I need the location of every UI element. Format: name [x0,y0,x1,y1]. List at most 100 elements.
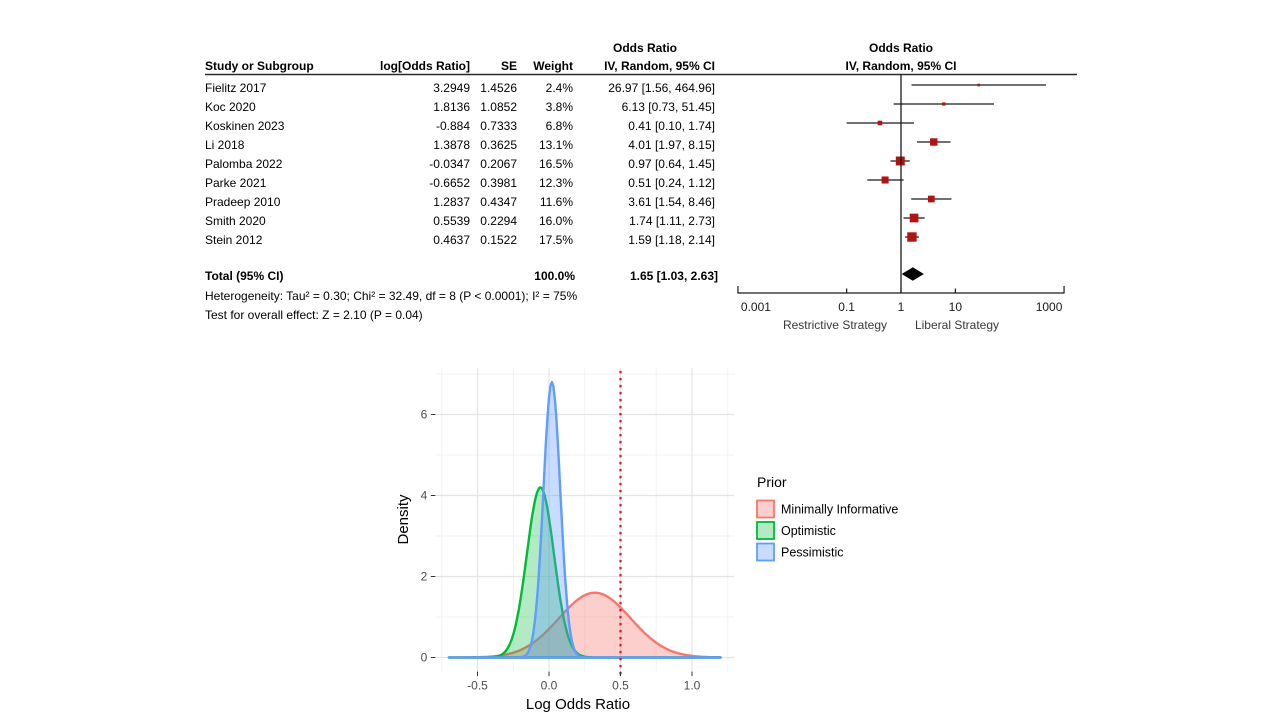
cell-se: 0.3625 [480,138,517,152]
cell-weight: 16.0% [539,214,573,228]
cell-study: Li 2018 [205,138,245,152]
x-tick-label: 1.0 [684,679,701,693]
cell-se: 0.3981 [480,176,517,190]
forest-axis-tick-label: 10 [949,300,963,314]
cell-ci: 4.01 [1.97, 8.15] [628,138,715,152]
cell-logor: -0.6652 [429,176,470,190]
cell-logor: 1.2837 [433,195,470,209]
cell-weight: 17.5% [539,233,573,247]
cell-ci: 0.41 [0.10, 1.74] [628,119,715,133]
total-label: Total (95% CI) [205,269,283,283]
overall-effect-text: Test for overall effect: Z = 2.10 (P = 0… [205,308,423,322]
x-tick-label: 0.0 [541,679,558,693]
cell-study: Palomba 2022 [205,157,283,171]
col-header-study: Study or Subgroup [205,59,314,73]
density-curve-pessimistic [447,380,722,659]
col-header-se: SE [501,59,517,73]
cell-se: 0.4347 [480,195,517,209]
cell-ci: 6.13 [0.73, 51.45] [622,100,715,114]
cell-weight: 3.8% [546,100,574,114]
y-tick-label: 6 [421,408,428,422]
total-ci: 1.65 [1.03, 2.63] [630,269,718,283]
forest-marker [907,232,917,242]
legend-key [756,542,775,562]
cell-se: 0.1522 [480,233,517,247]
cell-study: Parke 2021 [205,176,267,190]
forest-graph-ci-header: IV, Random, 95% CI [846,59,957,73]
cell-logor: -0.0347 [429,157,470,171]
forest-marker [895,156,905,166]
forest-plot: Odds Ratio Odds Ratio IV, Random, 95% CI… [205,41,1077,332]
cell-se: 0.7333 [480,119,517,133]
density-curves [447,380,722,659]
cell-logor: -0.884 [436,119,470,133]
y-tick-label: 0 [421,651,428,665]
forest-marker [881,176,889,184]
cell-se: 0.2067 [480,157,517,171]
cell-ci: 0.97 [0.64, 1.45] [628,157,715,171]
cell-weight: 13.1% [539,138,573,152]
total-diamond [901,267,924,281]
forest-graph-or-header: Odds Ratio [869,41,933,55]
forest-axis: 0.001 0.1 1 10 1000 [737,286,1065,314]
forest-axis-tick-label: 1 [898,300,905,314]
cell-ci: 0.51 [0.24, 1.12] [628,176,715,190]
forest-marker [927,195,935,203]
x-tick-label: -0.5 [467,679,488,693]
cell-logor: 1.8136 [433,100,470,114]
cell-ci: 26.97 [1.56, 464.96] [608,81,715,95]
density-curve-minimally-informative [447,591,722,659]
forest-marker [977,83,981,87]
cell-study: Pradeep 2010 [205,195,281,209]
legend-key [756,521,775,540]
forest-marker [877,120,883,126]
forest-graphics [846,74,1046,293]
cell-weight: 16.5% [539,157,573,171]
forest-marker [930,138,938,146]
cell-study: Fielitz 2017 [205,81,267,95]
legend-title: Prior [757,474,787,490]
legend-entry-label: Optimistic [781,524,836,538]
heterogeneity-text: Heterogeneity: Tau² = 0.30; Chi² = 32.49… [205,289,577,303]
y-tick-label: 4 [421,489,428,503]
forest-axis-tick-label: 0.001 [741,300,771,314]
legend-key [756,499,775,519]
forest-table-rows: Fielitz 2017 3.2949 1.4526 2.4% 26.97 [1.56,… [205,81,715,247]
forest-table-or-header: Odds Ratio [613,41,677,55]
density-xlabel: Log Odds Ratio [526,696,630,713]
axis-left-direction-label: Restrictive Strategy [783,318,887,332]
cell-logor: 1.3878 [433,138,470,152]
total-weight: 100.0% [534,269,575,283]
cell-ci: 1.74 [1.11, 2.73] [629,214,715,228]
col-header-ci: IV, Random, 95% CI [604,59,715,73]
col-header-weight: Weight [533,59,573,73]
forest-marker [942,102,946,106]
cell-logor: 0.4637 [433,233,470,247]
cell-weight: 12.3% [539,176,573,190]
cell-se: 1.4526 [480,81,517,95]
cell-se: 0.2294 [480,214,517,228]
col-header-logor: log[Odds Ratio] [380,59,470,73]
forest-axis-tick-label: 0.1 [838,300,855,314]
cell-ci: 1.59 [1.18, 2.14] [628,233,715,247]
forest-axis-tick-label: 1000 [1036,300,1063,314]
legend-entry-label: Pessimistic [781,546,844,560]
cell-weight: 6.8% [546,119,574,133]
forest-marker [909,213,919,223]
cell-study: Smith 2020 [205,214,266,228]
cell-weight: 11.6% [540,195,573,209]
legend-entry-label: Minimally Informative [781,503,898,517]
density-legend: Prior Minimally Informative Optimistic Pes… [756,474,898,562]
density-axes: -0.5 0.0 0.5 1.0 0 2 4 6 [421,408,701,693]
cell-ci: 3.61 [1.54, 8.46] [628,195,715,209]
cell-study: Koskinen 2023 [205,119,285,133]
x-tick-label: 0.5 [612,679,629,693]
legend-entries: Minimally Informative Optimistic Pessimist… [756,499,898,562]
cell-study: Stein 2012 [205,233,263,247]
density-plot: -0.5 0.0 0.5 1.0 0 2 4 6 Log Odds Ratio Density… [395,367,898,713]
cell-weight: 2.4% [546,81,574,95]
cell-se: 1.0852 [480,100,517,114]
cell-study: Koc 2020 [205,100,256,114]
